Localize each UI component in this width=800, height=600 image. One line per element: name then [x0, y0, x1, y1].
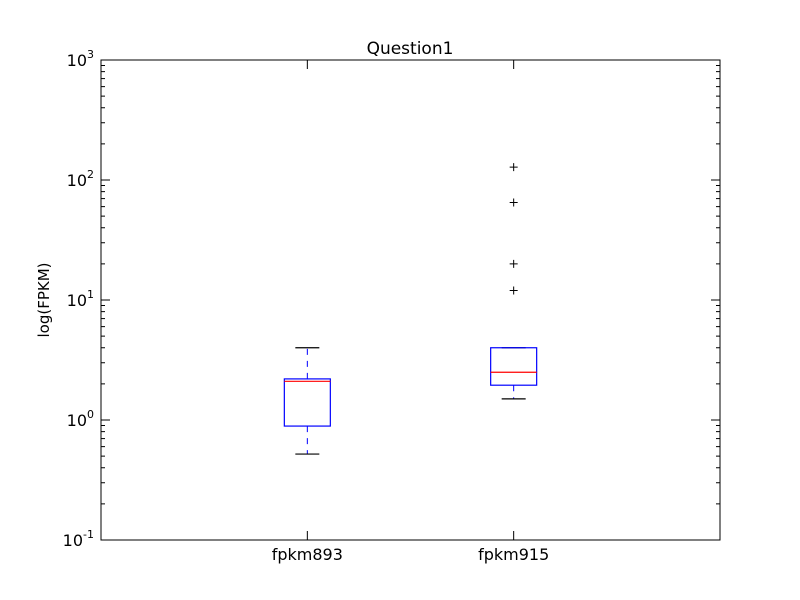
- outlier-point: [509, 163, 518, 172]
- box-group-fpkm915: [490, 163, 538, 400]
- y-tick-label-base: 10: [67, 171, 87, 190]
- iqr-box: [490, 347, 538, 386]
- x-tick-label: fpkm893: [272, 545, 343, 564]
- y-tick-label-base: 10: [67, 411, 87, 430]
- y-tick-label-exponent: 3: [87, 48, 94, 61]
- y-tick-label-base: 10: [67, 291, 87, 310]
- y-axis-label: log(FPKM): [35, 262, 53, 337]
- outlier-point: [509, 259, 518, 268]
- y-tick-label-exponent: 0: [87, 408, 94, 421]
- y-tick-label-base: 10: [63, 531, 83, 550]
- outlier-point: [509, 286, 518, 295]
- y-tick-label-exponent: 2: [87, 168, 94, 181]
- y-tick-label: 103: [67, 48, 94, 70]
- axes-frame: [100, 59, 721, 541]
- y-tick-label-exponent: -1: [83, 528, 94, 541]
- y-tick-label: 102: [67, 168, 94, 190]
- y-tick-label: 100: [67, 408, 94, 430]
- y-tick-label-exponent: 1: [87, 288, 94, 301]
- chart-title: Question1: [367, 39, 454, 59]
- box-group-fpkm893: [283, 347, 331, 455]
- outlier-point: [509, 198, 518, 207]
- x-tick-label: fpkm915: [478, 545, 549, 564]
- plot-marks: [283, 163, 538, 455]
- y-tick-label-base: 10: [67, 51, 87, 70]
- y-tick-label: 101: [67, 288, 94, 310]
- iqr-box: [283, 378, 331, 427]
- y-tick-label: 10-1: [63, 528, 94, 550]
